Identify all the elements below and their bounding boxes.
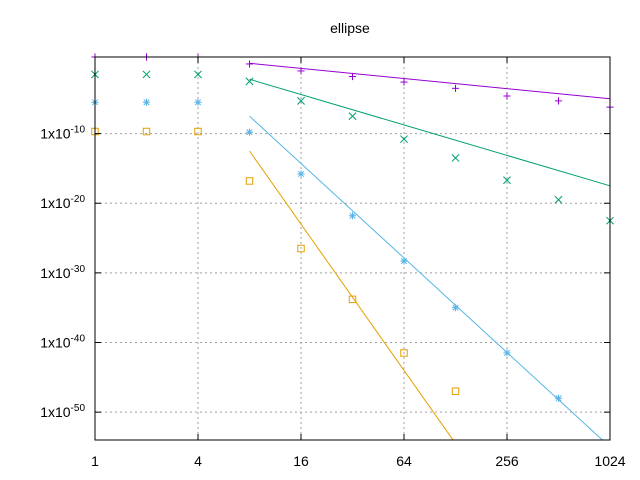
- marker-stroke: [400, 135, 408, 144]
- marker-stroke: [297, 96, 305, 105]
- marker-stroke: [142, 127, 151, 136]
- data-point-square: [194, 127, 202, 136]
- marker-stroke: [503, 176, 511, 185]
- data-point-plus: [451, 84, 460, 92]
- marker-stroke: [194, 99, 202, 106]
- data-point-square: [245, 177, 254, 185]
- y-axis-ticks: 1x10-10 1x10-20 1x10-30 1x10-40 1x10-50: [40, 125, 610, 420]
- marker-stroke: [297, 170, 305, 178]
- marker-stroke: [245, 177, 254, 185]
- data-point-asterisk: [142, 98, 151, 106]
- marker-stroke: [349, 212, 356, 219]
- data-point-asterisk: [194, 98, 202, 106]
- x-tick-label: 16: [293, 453, 309, 469]
- y-tick-label: 1x10-30: [40, 264, 85, 281]
- data-points: [91, 53, 614, 402]
- marker-stroke: [451, 387, 460, 395]
- data-point-cross: [400, 135, 408, 144]
- x-tick-label: 1024: [594, 453, 625, 469]
- y-tick-label: 1x10-50: [40, 403, 85, 420]
- marker-stroke: [348, 295, 357, 304]
- data-point-asterisk: [245, 128, 254, 136]
- x-tick-label: 1: [91, 453, 99, 469]
- fit-line-series-1: [249, 62, 611, 100]
- marker-stroke: [194, 70, 202, 79]
- x-tick-label: 4: [194, 453, 202, 469]
- fit-line-series-2: [249, 78, 611, 187]
- grid: [95, 57, 610, 440]
- data-point-cross: [348, 112, 357, 121]
- fit-lines: [249, 62, 611, 440]
- fit-line-series-3: [249, 115, 604, 440]
- data-point-asterisk: [503, 349, 511, 357]
- data-point-asterisk: [451, 304, 460, 312]
- data-point-plus: [297, 67, 305, 75]
- x-tick-label: 256: [495, 453, 519, 469]
- marker-stroke: [245, 77, 254, 86]
- plot-frame: [94, 56, 611, 441]
- y-tick-label: 1x10-10: [40, 125, 85, 142]
- marker-stroke: [142, 70, 151, 79]
- chart-title: ellipse: [330, 20, 370, 36]
- marker-stroke: [400, 349, 408, 357]
- data-point-asterisk: [400, 257, 408, 265]
- marker-stroke: [400, 257, 408, 265]
- data-point-plus: [503, 92, 511, 100]
- marker-stroke: [555, 395, 562, 402]
- data-point-square: [451, 387, 460, 395]
- marker-stroke: [143, 99, 150, 106]
- data-point-cross: [503, 176, 511, 185]
- data-point-asterisk: [348, 212, 357, 220]
- marker-stroke: [503, 349, 511, 357]
- data-point-plus: [400, 78, 408, 86]
- data-point-asterisk: [297, 170, 305, 178]
- marker-stroke: [348, 112, 357, 121]
- marker-stroke: [297, 244, 305, 253]
- data-point-cross: [451, 154, 460, 162]
- data-point-cross: [297, 96, 305, 105]
- y-tick-label: 1x10-20: [40, 194, 85, 211]
- marker-stroke: [554, 195, 563, 204]
- data-point-cross: [194, 70, 202, 79]
- marker-stroke: [452, 304, 459, 311]
- data-point-plus: [348, 72, 357, 81]
- data-point-cross: [554, 195, 563, 204]
- data-point-square: [400, 349, 408, 357]
- data-point-plus: [245, 60, 254, 68]
- data-point-cross: [142, 70, 151, 79]
- data-point-plus: [554, 97, 563, 105]
- data-point-asterisk: [554, 394, 563, 402]
- data-point-cross: [245, 77, 254, 86]
- y-tick-label: 1x10-40: [40, 334, 85, 351]
- marker-stroke: [194, 127, 202, 136]
- data-point-square: [297, 244, 305, 253]
- marker-stroke: [451, 154, 460, 162]
- marker-stroke: [246, 129, 253, 136]
- data-point-square: [348, 295, 357, 304]
- fit-line-series-4: [249, 150, 454, 440]
- x-axis-ticks: 1 4 16 64 256 1024: [91, 57, 626, 469]
- data-point-square: [142, 127, 151, 136]
- x-tick-label: 64: [396, 453, 412, 469]
